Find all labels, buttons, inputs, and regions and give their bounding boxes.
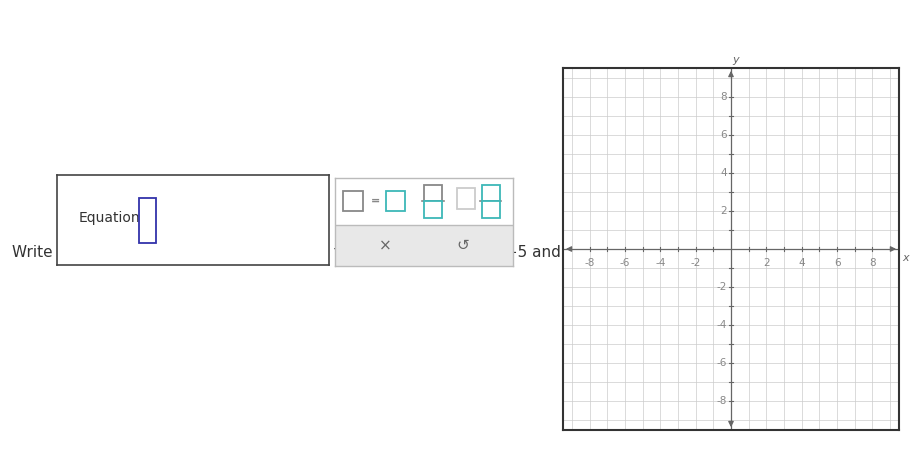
Text: -8: -8	[716, 397, 727, 406]
Text: -4: -4	[716, 320, 727, 330]
Text: ↺: ↺	[456, 238, 469, 253]
Bar	[425, 185, 442, 201]
Bar	[482, 185, 499, 201]
Text: 8: 8	[869, 257, 875, 268]
Text: y: y	[732, 55, 739, 65]
Text: 4: 4	[720, 168, 727, 178]
Bar	[385, 191, 405, 211]
Text: 6: 6	[834, 257, 841, 268]
Text: 2: 2	[720, 206, 727, 216]
Text: -2: -2	[691, 257, 701, 268]
Text: 6: 6	[720, 130, 727, 140]
Text: −5 and: −5 and	[500, 245, 566, 260]
Text: ×: ×	[378, 238, 391, 253]
Text: -8: -8	[584, 257, 595, 268]
Text: -6: -6	[716, 358, 727, 368]
Text: Equation:: Equation:	[78, 211, 145, 225]
Text: -2: -2	[716, 282, 727, 292]
Text: -4: -4	[655, 257, 665, 268]
Text: for the line with: for the line with	[329, 245, 459, 260]
Text: x: x	[903, 252, 909, 263]
Bar	[482, 202, 499, 218]
Text: intercept: intercept	[580, 245, 650, 260]
Text: 4: 4	[798, 257, 805, 268]
Text: -6: -6	[619, 257, 630, 268]
FancyBboxPatch shape	[138, 197, 157, 242]
Text: Write an equation in: Write an equation in	[12, 245, 172, 260]
Text: 8: 8	[720, 92, 727, 101]
Text: slope: slope	[459, 245, 500, 260]
Bar	[457, 188, 475, 209]
Text: -: -	[575, 245, 580, 260]
FancyBboxPatch shape	[335, 224, 513, 266]
Text: 2: 2	[763, 257, 770, 268]
Text: 7. Then graph the line.: 7. Then graph the line.	[650, 245, 829, 260]
Bar	[425, 202, 442, 218]
Text: y: y	[566, 245, 575, 260]
Bar	[343, 191, 363, 211]
Text: =: =	[371, 196, 380, 206]
Text: slope-intercept form: slope-intercept form	[172, 245, 329, 260]
